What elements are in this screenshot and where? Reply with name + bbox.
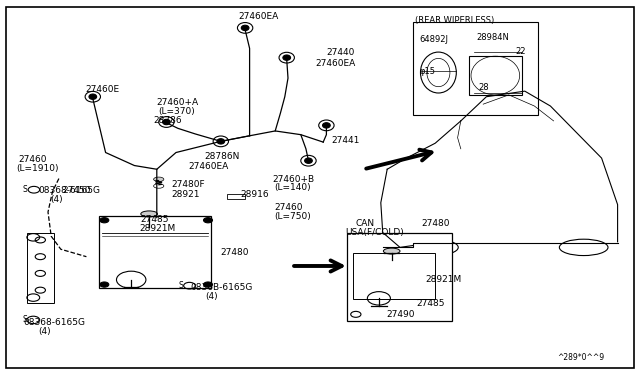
Ellipse shape <box>213 136 228 147</box>
Text: 27490: 27490 <box>386 310 415 319</box>
Bar <box>99 216 211 288</box>
Text: (L=750): (L=750) <box>274 212 310 221</box>
Text: 28921M: 28921M <box>426 275 462 284</box>
Text: S: S <box>179 281 183 290</box>
Text: 28921M: 28921M <box>140 224 176 233</box>
Text: 27441: 27441 <box>332 136 360 145</box>
Ellipse shape <box>301 155 316 166</box>
Ellipse shape <box>159 117 174 127</box>
Text: (4): (4) <box>205 292 218 301</box>
Ellipse shape <box>163 119 170 125</box>
Ellipse shape <box>204 218 212 223</box>
Text: φ15: φ15 <box>419 67 435 76</box>
Text: 28786N: 28786N <box>205 153 240 161</box>
Text: ^289*0^^9: ^289*0^^9 <box>557 353 604 362</box>
Ellipse shape <box>305 158 312 163</box>
Ellipse shape <box>217 139 225 144</box>
Bar <box>27 232 54 303</box>
Text: 27480: 27480 <box>221 248 250 257</box>
Text: 08368-6165G: 08368-6165G <box>24 318 86 327</box>
Text: 27460: 27460 <box>274 203 303 212</box>
Ellipse shape <box>241 25 249 31</box>
Text: CAN: CAN <box>355 219 374 228</box>
Text: (4): (4) <box>38 327 51 336</box>
Text: S: S <box>23 185 28 194</box>
Text: 0836B-6165G: 0836B-6165G <box>191 283 253 292</box>
Ellipse shape <box>279 52 294 63</box>
Ellipse shape <box>204 282 212 287</box>
Text: (L=140): (L=140) <box>274 183 310 192</box>
Text: 27460EA: 27460EA <box>315 59 355 68</box>
Ellipse shape <box>141 211 157 217</box>
Bar <box>227 194 245 199</box>
Ellipse shape <box>319 120 334 131</box>
Text: 27450: 27450 <box>63 186 92 195</box>
Text: 27460EA: 27460EA <box>188 162 228 171</box>
Bar <box>353 253 435 299</box>
Text: 08368-6165G: 08368-6165G <box>38 186 100 195</box>
Ellipse shape <box>85 92 100 102</box>
Text: 28921: 28921 <box>172 190 200 199</box>
Ellipse shape <box>383 248 400 254</box>
Text: USA(F/COLD): USA(F/COLD) <box>346 228 404 237</box>
Ellipse shape <box>323 123 330 128</box>
Text: 27460E: 27460E <box>85 85 119 94</box>
Text: (L=370): (L=370) <box>158 107 195 116</box>
Text: (4): (4) <box>50 195 63 204</box>
Text: 27480: 27480 <box>421 219 450 228</box>
Ellipse shape <box>100 282 109 287</box>
Text: 64892J: 64892J <box>419 35 448 44</box>
Ellipse shape <box>154 177 164 182</box>
Text: 22: 22 <box>515 47 525 56</box>
Text: 27460: 27460 <box>18 155 47 164</box>
Bar <box>413 22 538 115</box>
Text: (REAR WIPERLESS): (REAR WIPERLESS) <box>415 16 494 25</box>
Ellipse shape <box>283 55 291 60</box>
Ellipse shape <box>237 23 253 33</box>
Ellipse shape <box>89 94 97 99</box>
Text: 27460EA: 27460EA <box>239 12 279 21</box>
Text: 27480F: 27480F <box>172 180 205 189</box>
Ellipse shape <box>100 218 109 223</box>
Bar <box>469 56 522 95</box>
Text: 27460+B: 27460+B <box>272 175 314 184</box>
Text: S: S <box>23 315 28 324</box>
Text: 27485: 27485 <box>416 299 445 308</box>
Text: 27460+A: 27460+A <box>157 98 199 107</box>
Text: 28: 28 <box>479 83 490 92</box>
Text: (L=1910): (L=1910) <box>16 164 58 173</box>
Text: 28786: 28786 <box>154 116 182 125</box>
Text: 27485: 27485 <box>141 215 170 224</box>
Text: 27440: 27440 <box>326 48 355 57</box>
Bar <box>347 233 452 321</box>
Text: 28984N: 28984N <box>477 33 509 42</box>
Text: 28916: 28916 <box>240 190 269 199</box>
